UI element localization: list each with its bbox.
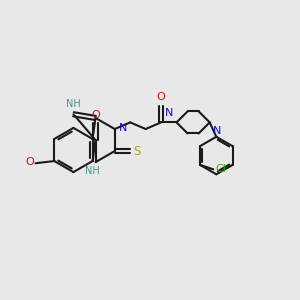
Text: O: O bbox=[157, 92, 166, 102]
Text: Cl: Cl bbox=[216, 164, 226, 174]
Text: N: N bbox=[165, 108, 174, 118]
Text: O: O bbox=[91, 110, 100, 120]
Text: N: N bbox=[213, 126, 221, 136]
Text: S: S bbox=[133, 145, 140, 158]
Text: N: N bbox=[119, 122, 128, 133]
Text: NH: NH bbox=[66, 99, 81, 109]
Text: O: O bbox=[25, 157, 34, 167]
Text: NH: NH bbox=[85, 166, 100, 176]
